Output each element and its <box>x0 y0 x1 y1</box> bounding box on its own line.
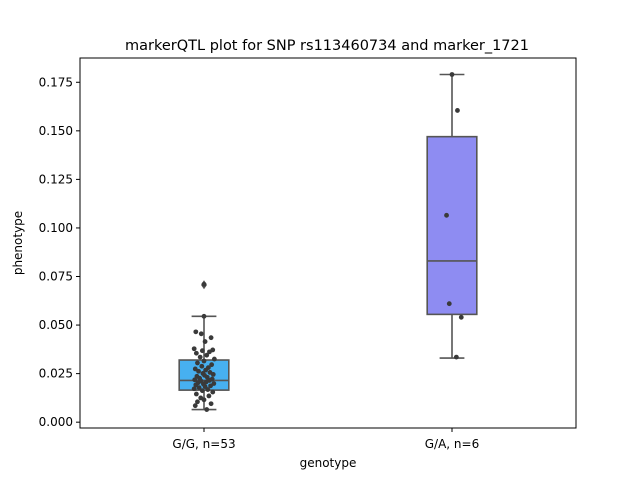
data-point <box>202 339 208 344</box>
data-point <box>192 366 198 372</box>
box-group <box>426 73 478 359</box>
data-point <box>194 373 200 379</box>
y-axis-label: phenotype <box>11 211 25 275</box>
data-point <box>193 350 199 356</box>
data-point <box>210 389 216 395</box>
data-point <box>208 335 214 341</box>
data-point <box>193 391 199 397</box>
box <box>426 135 478 316</box>
data-point <box>192 377 198 383</box>
x-tick-label: G/G, n=53 <box>172 437 235 451</box>
y-tick-label: 0.125 <box>39 172 73 186</box>
data-point <box>449 72 455 77</box>
data-point <box>204 352 210 358</box>
data-point <box>209 362 215 368</box>
y-tick-label: 0.175 <box>39 75 73 89</box>
axes-frame <box>79 57 577 429</box>
data-point <box>198 395 204 401</box>
data-point <box>210 347 216 353</box>
y-axis: 0.000 0.025 0.050 0.075 0.100 0.125 0.150 0.175 <box>39 75 80 429</box>
data-point <box>192 403 198 409</box>
y-tick-label: 0.025 <box>39 367 73 381</box>
data-point <box>446 301 452 307</box>
data-point <box>444 212 449 218</box>
data-point <box>206 393 212 399</box>
data-point <box>191 386 197 392</box>
data-point <box>201 313 207 319</box>
y-tick-label: 0.075 <box>39 270 73 284</box>
data-point <box>209 376 215 382</box>
data-point <box>198 331 204 337</box>
y-tick-label: 0.100 <box>39 221 73 235</box>
chart-title: markerQTL plot for SNP rs113460734 and m… <box>125 38 529 54</box>
data-point <box>193 329 199 335</box>
data-point <box>200 371 206 376</box>
data-point <box>204 407 210 412</box>
data-point <box>197 354 203 360</box>
data-point <box>201 358 207 364</box>
data-point <box>458 314 464 320</box>
x-tick-label: G/A, n=6 <box>425 437 479 451</box>
data-point <box>207 370 213 375</box>
y-tick-label: 0.150 <box>39 124 73 138</box>
data-point <box>195 399 200 405</box>
data-point <box>211 356 217 362</box>
data-point <box>205 365 211 370</box>
data-point <box>199 363 205 369</box>
data-point <box>208 401 214 407</box>
x-axis: G/G, n=53 G/A, n=6 <box>172 428 479 451</box>
data-point <box>199 348 205 354</box>
data-point <box>199 388 205 394</box>
data-point <box>211 381 217 386</box>
data-point <box>455 108 460 113</box>
data-point <box>195 360 200 366</box>
data-point <box>201 281 207 287</box>
data-point <box>196 385 202 391</box>
x-axis-label: genotype <box>300 456 357 470</box>
y-tick-label: 0.050 <box>39 318 73 332</box>
y-tick-label: 0.000 <box>39 415 73 429</box>
plot-area <box>178 72 478 412</box>
data-point <box>453 354 459 360</box>
data-point <box>191 346 197 352</box>
